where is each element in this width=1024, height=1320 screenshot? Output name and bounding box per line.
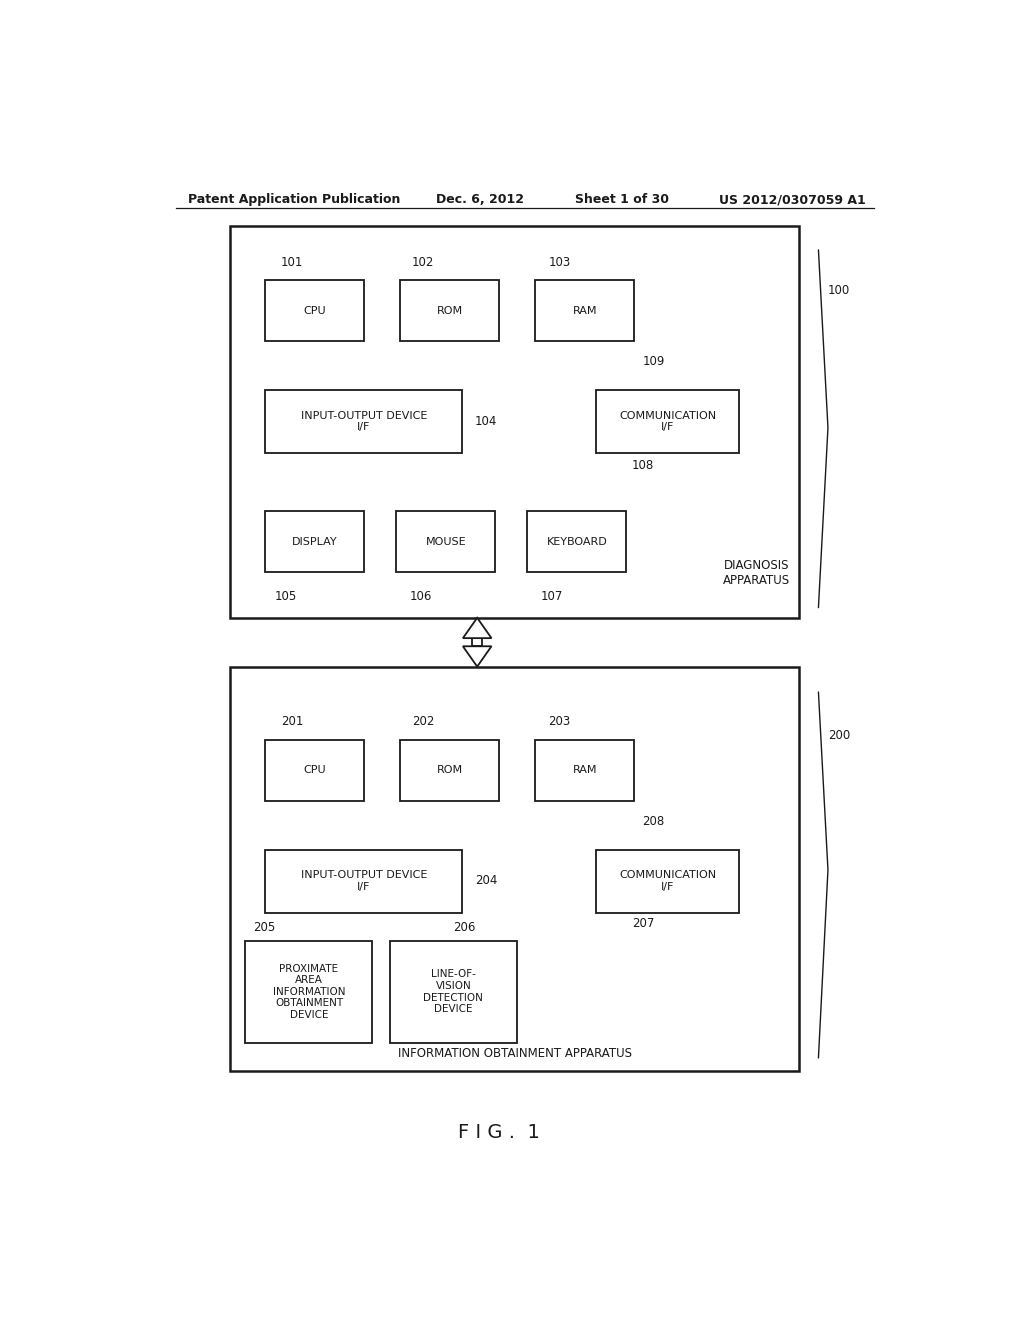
FancyBboxPatch shape: [536, 280, 634, 342]
FancyBboxPatch shape: [229, 227, 800, 618]
Text: 109: 109: [642, 355, 665, 368]
FancyBboxPatch shape: [400, 739, 500, 801]
Text: 207: 207: [632, 917, 654, 931]
Text: COMMUNICATION
I/F: COMMUNICATION I/F: [620, 870, 716, 892]
Text: ROM: ROM: [437, 766, 463, 775]
FancyBboxPatch shape: [596, 850, 739, 912]
Text: INPUT-OUTPUT DEVICE
I/F: INPUT-OUTPUT DEVICE I/F: [300, 870, 427, 892]
Text: 105: 105: [274, 590, 297, 603]
FancyBboxPatch shape: [390, 941, 517, 1043]
FancyBboxPatch shape: [265, 280, 365, 342]
Text: PROXIMATE
AREA
INFORMATION
OBTAINMENT
DEVICE: PROXIMATE AREA INFORMATION OBTAINMENT DE…: [272, 964, 345, 1020]
Text: INPUT-OUTPUT DEVICE
I/F: INPUT-OUTPUT DEVICE I/F: [300, 411, 427, 433]
FancyBboxPatch shape: [596, 391, 739, 453]
Text: RAM: RAM: [572, 306, 597, 315]
Text: 104: 104: [475, 416, 498, 428]
Text: DIAGNOSIS
APPARATUS: DIAGNOSIS APPARATUS: [723, 560, 791, 587]
FancyBboxPatch shape: [400, 280, 500, 342]
Text: COMMUNICATION
I/F: COMMUNICATION I/F: [620, 411, 716, 433]
FancyBboxPatch shape: [265, 739, 365, 801]
Text: 102: 102: [412, 256, 434, 268]
Text: 203: 203: [549, 715, 570, 729]
Text: 100: 100: [828, 284, 850, 297]
Text: KEYBOARD: KEYBOARD: [547, 537, 607, 546]
Text: 202: 202: [412, 715, 434, 729]
Text: 206: 206: [454, 921, 476, 935]
Text: 106: 106: [410, 590, 432, 603]
Text: F I G .  1: F I G . 1: [459, 1122, 541, 1142]
FancyBboxPatch shape: [527, 511, 627, 572]
Text: 108: 108: [632, 459, 654, 471]
Text: CPU: CPU: [303, 306, 327, 315]
Text: US 2012/0307059 A1: US 2012/0307059 A1: [719, 193, 866, 206]
Text: 201: 201: [282, 715, 303, 729]
Text: 208: 208: [642, 814, 665, 828]
Text: RAM: RAM: [572, 766, 597, 775]
FancyBboxPatch shape: [229, 667, 800, 1071]
Text: 204: 204: [475, 874, 498, 887]
FancyBboxPatch shape: [246, 941, 373, 1043]
Text: INFORMATION OBTAINMENT APPARATUS: INFORMATION OBTAINMENT APPARATUS: [398, 1047, 632, 1060]
Text: MOUSE: MOUSE: [426, 537, 466, 546]
FancyBboxPatch shape: [472, 638, 482, 647]
Text: Dec. 6, 2012: Dec. 6, 2012: [436, 193, 524, 206]
FancyBboxPatch shape: [396, 511, 496, 572]
Text: 205: 205: [253, 921, 275, 935]
FancyBboxPatch shape: [265, 391, 462, 453]
Text: DISPLAY: DISPLAY: [292, 537, 338, 546]
Text: 107: 107: [541, 590, 563, 603]
Polygon shape: [463, 647, 492, 667]
Text: 103: 103: [549, 256, 570, 268]
FancyBboxPatch shape: [265, 511, 365, 572]
FancyBboxPatch shape: [536, 739, 634, 801]
Text: ROM: ROM: [437, 306, 463, 315]
Text: Patent Application Publication: Patent Application Publication: [187, 193, 400, 206]
Text: 101: 101: [282, 256, 303, 268]
Text: 200: 200: [828, 729, 850, 742]
Text: LINE-OF-
VISION
DETECTION
DEVICE: LINE-OF- VISION DETECTION DEVICE: [424, 969, 483, 1014]
Polygon shape: [463, 618, 492, 638]
Text: Sheet 1 of 30: Sheet 1 of 30: [574, 193, 669, 206]
FancyBboxPatch shape: [265, 850, 462, 912]
Text: CPU: CPU: [303, 766, 327, 775]
